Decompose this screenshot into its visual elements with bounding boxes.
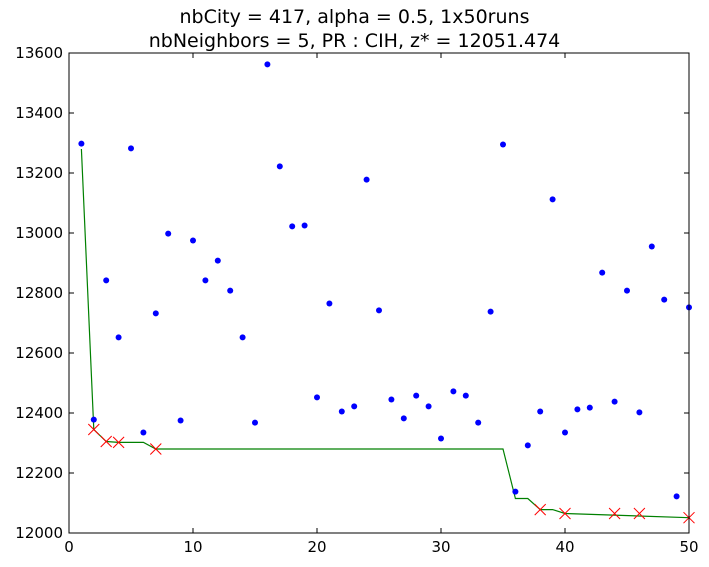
data-point [673,493,680,500]
plot-content [78,61,695,524]
data-point [400,415,407,422]
improvement-marker [534,503,547,516]
data-point [562,429,568,436]
data-point [376,307,382,314]
data-point [152,310,159,317]
improvement-marker [149,443,162,455]
x-tick-label: 20 [307,538,326,556]
data-point [276,163,283,170]
data-point [289,223,296,230]
data-point [338,408,345,415]
y-axis: 12000 12200 12400 12600 12800 13000 13200 13400… [15,44,689,542]
x-tick-label: 0 [64,538,74,556]
data-point [103,277,110,284]
best-so-far-line [80,148,690,519]
data-point [214,257,221,264]
data-point [252,419,258,426]
data-point [326,300,333,307]
data-point [363,176,370,183]
data-point [190,237,196,244]
data-point [413,392,420,399]
y-tick-label: 13600 [15,44,63,62]
x-tick-label: 40 [555,538,574,556]
data-point [636,409,643,416]
x-tick-label: 50 [679,538,698,556]
data-point [301,222,308,229]
data-point [450,388,457,395]
x-axis: 0 10 20 30 40 50 [64,53,699,556]
data-point [388,396,395,403]
data-point [115,334,122,341]
data-point [202,277,209,284]
y-tick-label: 12000 [15,524,63,542]
data-point [177,417,184,424]
data-point [425,403,432,410]
data-point [574,406,581,413]
improvement-marker [633,507,646,520]
data-point [78,140,85,147]
data-point [314,394,320,401]
y-tick-label: 12600 [15,344,63,362]
y-tick-label: 13000 [15,224,63,242]
data-point [140,429,147,436]
data-point [661,296,668,303]
improvement-marker [112,436,125,449]
data-point [537,408,544,415]
data-point [648,243,655,250]
data-point [462,392,469,399]
data-point [128,145,134,152]
x-tick-label: 30 [431,538,450,556]
improvement-marker [608,507,621,520]
data-point [239,334,246,341]
y-tick-label: 13200 [15,164,63,182]
data-point [475,419,482,426]
data-point [624,287,630,294]
data-point [227,287,234,294]
y-tick-label: 12800 [15,284,63,302]
y-tick-label: 13400 [15,104,63,122]
chart-title-line-2: nbNeighbors = 5, PR : CIH, z* = 12051.47… [148,30,561,52]
data-point [549,196,556,203]
y-tick-label: 12400 [15,404,63,422]
data-point [524,442,531,449]
data-point [512,488,519,495]
data-point [599,269,606,276]
data-point [487,308,494,315]
data-point [165,230,172,237]
data-point [264,61,271,68]
data-point [586,404,593,411]
y-tick-label: 12200 [15,464,63,482]
plot-frame [68,52,690,534]
chart-title-line-1: nbCity = 417, alpha = 0.5, 1x50runs [179,6,530,28]
data-point [351,403,358,410]
x-tick-label: 10 [183,538,202,556]
improvement-marker [559,507,571,520]
improvement-marker [87,423,100,436]
data-point [438,435,444,442]
data-point [500,141,506,148]
data-point [90,416,97,423]
data-point [611,398,618,405]
improvement-marker [100,435,113,448]
